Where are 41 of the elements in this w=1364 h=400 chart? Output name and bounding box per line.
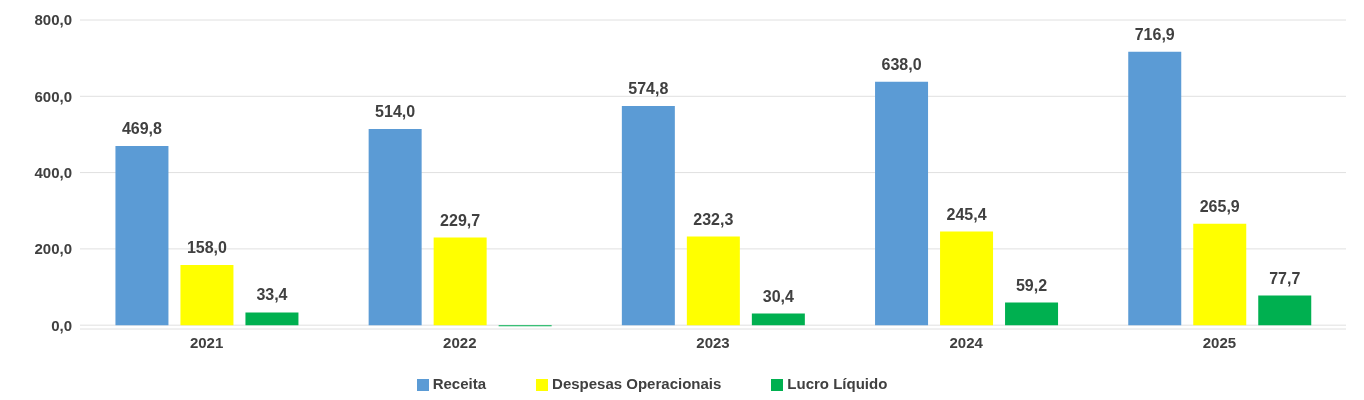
bar xyxy=(368,129,422,326)
legend-label: Receita xyxy=(432,375,487,392)
bar xyxy=(180,264,234,326)
y-tick-label: 600,0 xyxy=(34,87,72,105)
bar xyxy=(1258,295,1312,326)
bar xyxy=(1005,302,1059,326)
bar xyxy=(1128,51,1182,326)
data-label: 716,9 xyxy=(1134,25,1175,43)
x-tick-label: 2022 xyxy=(443,333,477,351)
bar xyxy=(245,312,299,326)
x-tick-label: 2021 xyxy=(189,333,224,351)
legend-label: Despesas Operacionais xyxy=(552,375,722,392)
legend-label: Lucro Líquido xyxy=(787,375,888,392)
bar xyxy=(940,231,994,326)
bar xyxy=(875,81,929,326)
data-label: 574,8 xyxy=(628,79,669,97)
data-label: 265,9 xyxy=(1199,197,1240,215)
data-label: 232,3 xyxy=(693,210,734,228)
bar xyxy=(621,105,675,326)
x-tick-label: 2024 xyxy=(949,333,984,351)
data-label: 33,4 xyxy=(256,286,288,304)
data-label: 469,8 xyxy=(121,119,163,137)
y-tick-label: 200,0 xyxy=(34,240,72,258)
data-label: 514,0 xyxy=(375,103,416,121)
x-tick-label: 2025 xyxy=(1202,333,1237,351)
data-label: 59,2 xyxy=(1015,276,1048,294)
data-label: 245,4 xyxy=(946,205,987,223)
y-tick-label: 400,0 xyxy=(34,163,72,181)
data-label: 158,0 xyxy=(186,238,228,256)
bar xyxy=(751,313,805,326)
data-label: 30,4 xyxy=(762,287,795,305)
y-tick-label: 0,0 xyxy=(51,316,72,334)
bar xyxy=(686,236,740,326)
data-label: 229,7 xyxy=(440,211,481,229)
data-label: 638,0 xyxy=(881,55,922,73)
y-tick-label: 800,0 xyxy=(34,11,72,29)
x-tick-label: 2023 xyxy=(696,333,730,351)
bar xyxy=(115,145,169,326)
data-label: 77,7 xyxy=(1269,269,1301,287)
bar xyxy=(433,237,487,326)
bar xyxy=(1193,223,1247,326)
